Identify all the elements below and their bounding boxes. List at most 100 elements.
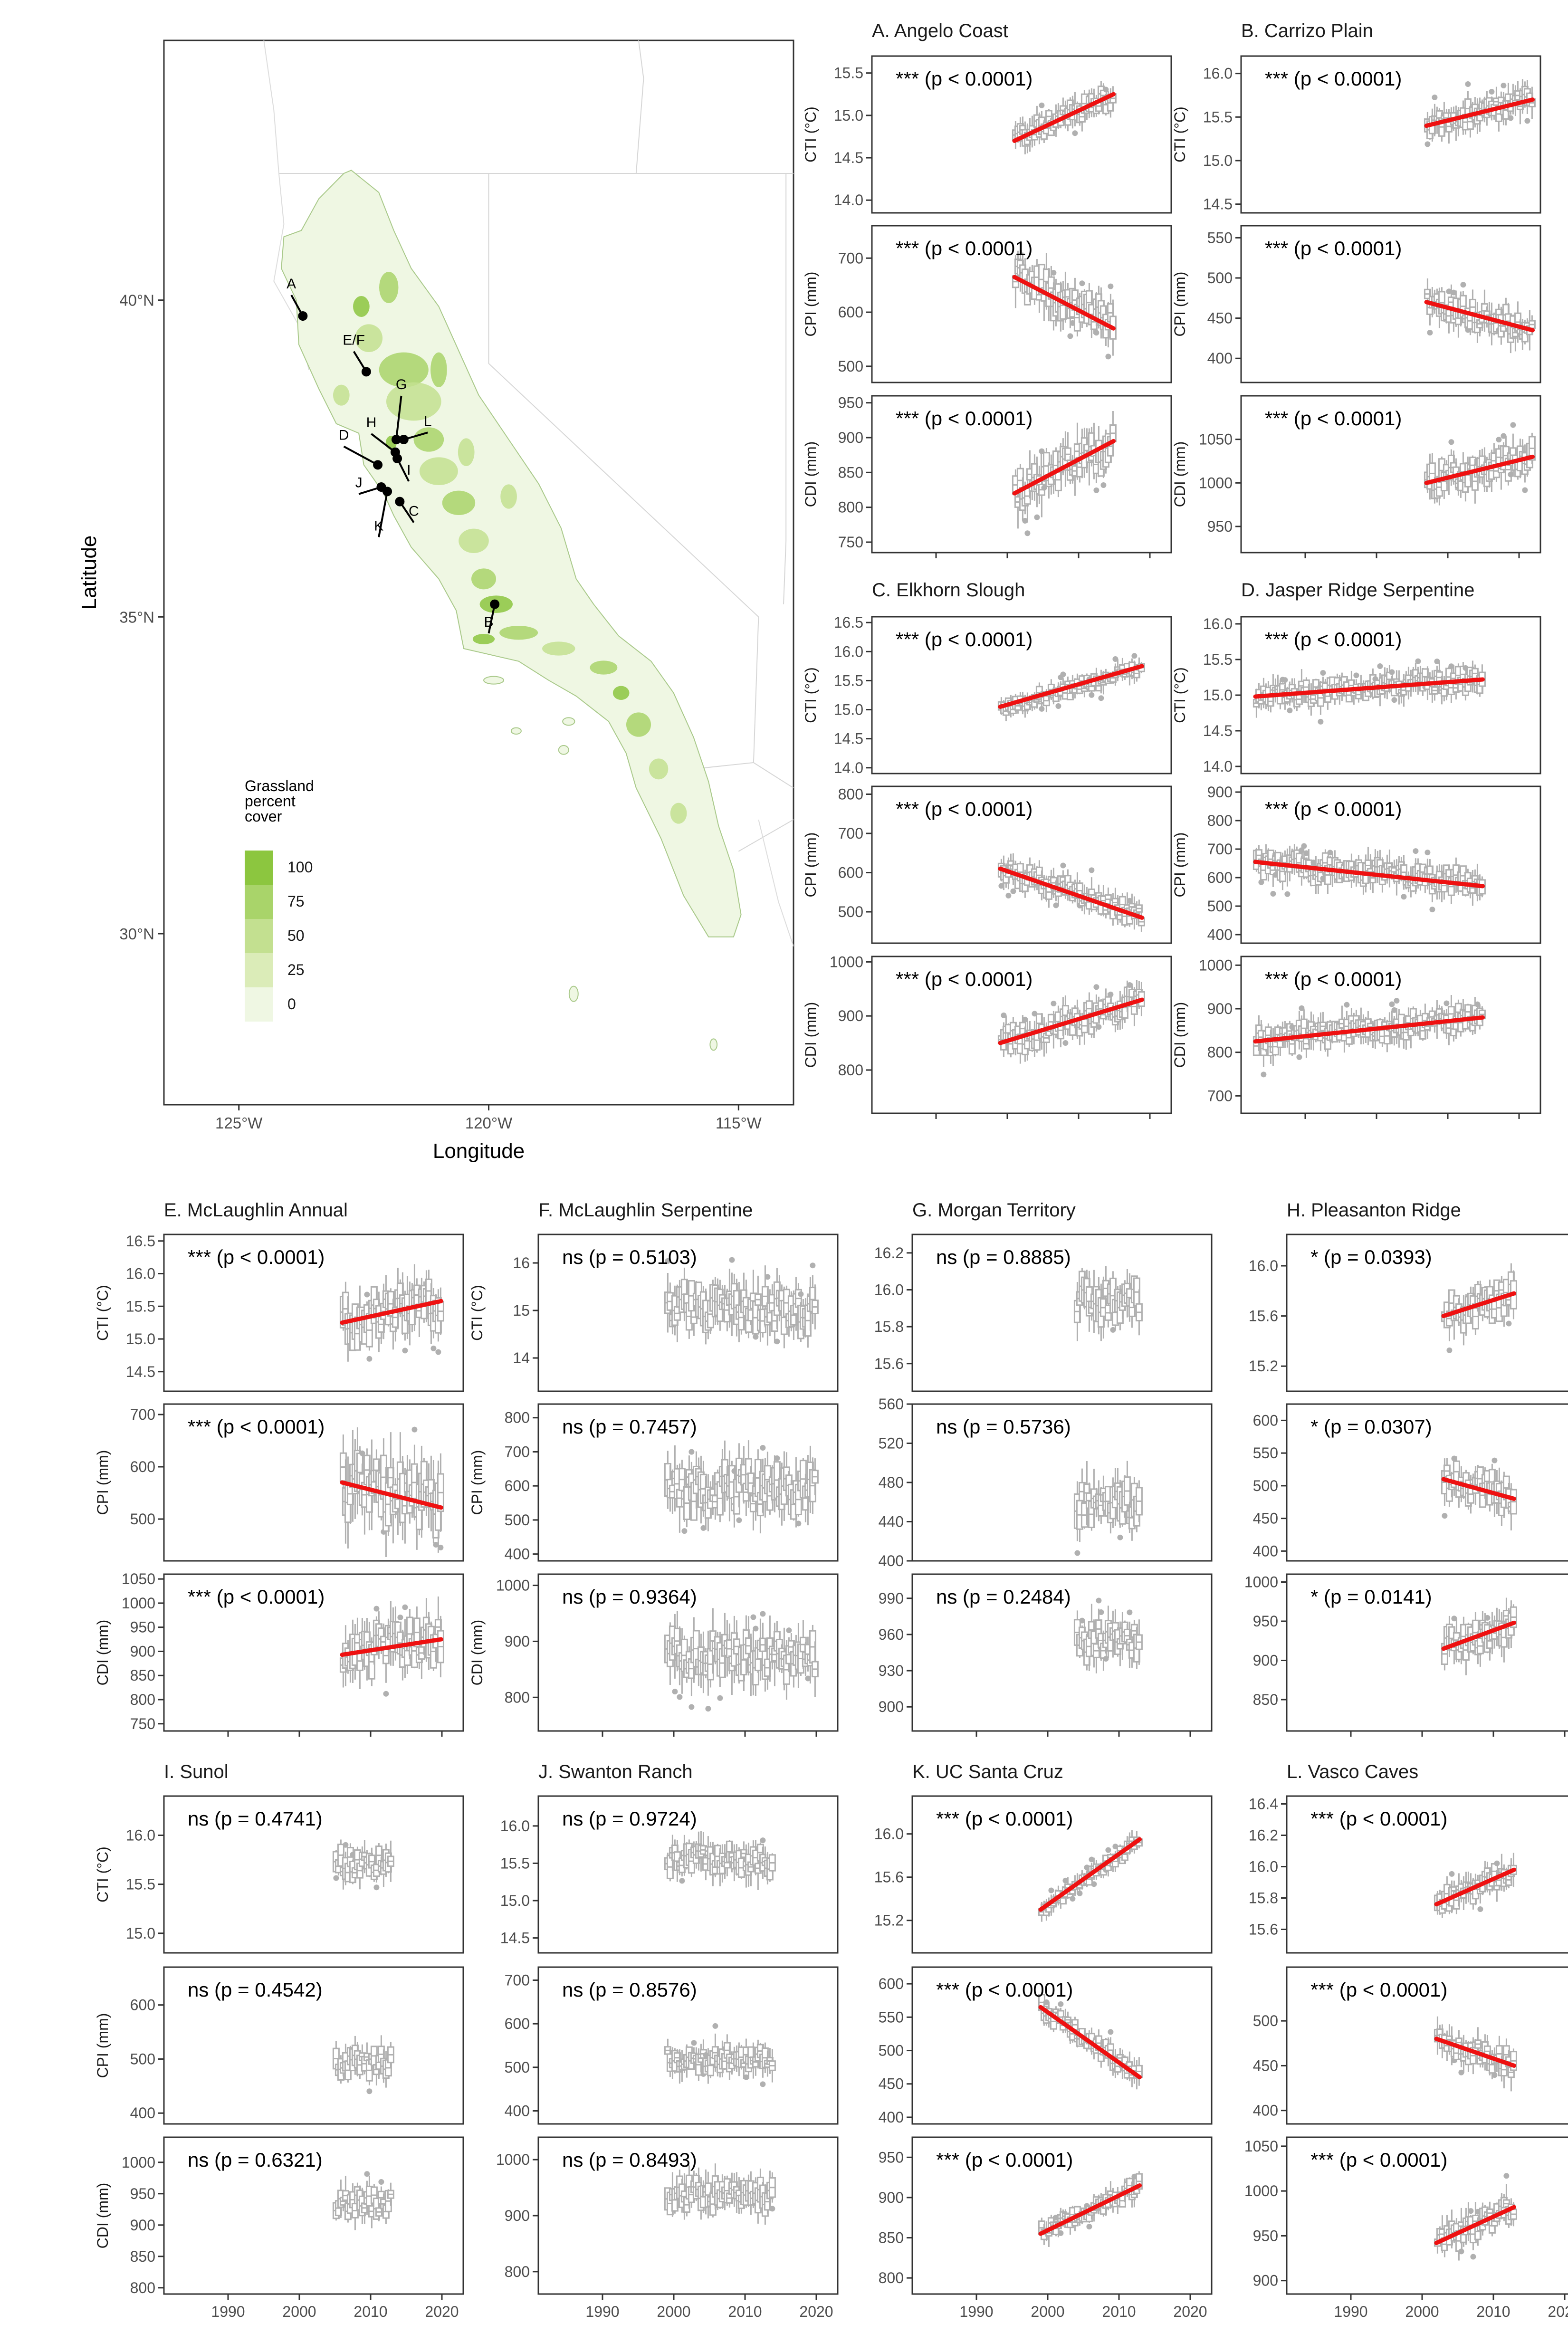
y-tick-label: 900: [505, 1633, 530, 1650]
y-tick-label: 500: [130, 1511, 155, 1528]
panel: 400 440 480 520 560 ns (p = 0.5736): [879, 1396, 1213, 1569]
y-tick-label: 16.0: [1249, 1257, 1278, 1274]
boxplot: [1059, 280, 1067, 330]
outlier-point: [1446, 288, 1452, 295]
outlier-point: [1060, 862, 1066, 869]
panel: 400 450 500 550 600 * (p = 0.0307): [1253, 1403, 1568, 1562]
outlier-point: [1005, 892, 1012, 899]
outlier-point: [1474, 1001, 1481, 1007]
y-tick-label: 700: [838, 825, 863, 842]
y-tick-label: 480: [879, 1474, 904, 1491]
significance-annotation: * (p = 0.0141): [1310, 1586, 1432, 1608]
y-tick-label: 400: [879, 2109, 904, 2126]
outlier-point: [343, 1842, 349, 1848]
grassland-patch: [413, 427, 444, 452]
y-tick-label: 990: [879, 1590, 904, 1607]
outlier-point: [1053, 902, 1059, 908]
panel: 400 450 500 550 CPI (mm) *** (p < 0.0001): [1171, 225, 1541, 383]
outlier-point: [1446, 1347, 1453, 1353]
outlier-point: [1415, 658, 1421, 664]
y-tick-label: 900: [505, 2207, 530, 2224]
grassland-patch: [612, 686, 630, 700]
outlier-point: [364, 2171, 370, 2177]
trend-line: [998, 997, 1144, 1045]
trend-line: [340, 1637, 443, 1657]
boxplot: [411, 1426, 418, 1520]
y-tick-label: 900: [1253, 2272, 1278, 2289]
outlier-point: [1093, 330, 1100, 336]
panel: 14 15 16 CTI (°C) ns (p = 0.5103): [468, 1233, 839, 1392]
y-tick-label: 800: [838, 499, 863, 516]
x-tick-label: 1990: [959, 2303, 993, 2320]
y-tick-label: 15.0: [126, 1330, 155, 1348]
y-tick-label: 14.0: [834, 759, 863, 776]
x-tick-label: 115°W: [716, 1114, 762, 1132]
outlier-point: [1089, 867, 1095, 873]
outlier-point: [1470, 2254, 1476, 2260]
outlier-point: [729, 1257, 735, 1263]
y-tick-label: 15.5: [1203, 651, 1233, 668]
y-tick-label: 1000: [122, 1595, 155, 1612]
outlier-point: [1465, 81, 1471, 87]
outlier-point: [736, 1517, 742, 1523]
panel-frame: [1286, 1573, 1568, 1732]
outlier-point: [1460, 282, 1466, 288]
outlier-point: [1287, 708, 1293, 714]
outlier-point: [753, 1334, 759, 1340]
grassland-patch: [649, 758, 669, 780]
legend-swatch: [245, 851, 273, 885]
legend-level: 50: [287, 927, 305, 944]
boxplot: [811, 1284, 819, 1329]
outlier-point: [1451, 289, 1457, 296]
y-tick-label: 14.0: [834, 191, 863, 209]
y-tick-label: 850: [879, 2229, 904, 2247]
y-tick-label: 15.6: [874, 1355, 904, 1372]
y-tick-label: 16.0: [1203, 615, 1233, 632]
significance-annotation: *** (p < 0.0001): [896, 237, 1033, 259]
y-tick-label: 450: [1253, 2057, 1278, 2074]
y-axis-label: CPI (mm): [1171, 272, 1188, 337]
legend-level: 100: [287, 859, 313, 876]
y-tick-label: 1000: [1244, 1574, 1278, 1591]
outlier-point: [1022, 517, 1028, 524]
y-tick-label: 900: [1207, 784, 1233, 801]
country-border: [753, 762, 794, 789]
y-axis-label: CDI (mm): [94, 1620, 111, 1686]
grassland-patch: [386, 382, 441, 421]
y-tick-label: 750: [130, 1715, 155, 1732]
outlier-point: [1024, 530, 1031, 536]
outlier-point: [805, 1675, 811, 1682]
boxplot: [1135, 1619, 1143, 1665]
grassland-patch: [442, 490, 476, 516]
y-tick-label: 1050: [1244, 2138, 1278, 2155]
legend-title: cover: [245, 808, 282, 825]
panel: 500 600 700 CPI (mm) *** (p < 0.0001): [802, 225, 1172, 383]
y-tick-label: 450: [1253, 1510, 1278, 1527]
y-tick-label: 15.5: [500, 1855, 530, 1872]
trend-line: [1253, 860, 1485, 889]
outlier-point: [1055, 703, 1061, 709]
site-marker: K: [374, 487, 392, 537]
y-tick-label: 450: [1207, 310, 1233, 327]
outlier-point: [1377, 663, 1383, 669]
outlier-point: [333, 1875, 339, 1881]
y-tick-label: 1000: [1199, 956, 1233, 974]
y-tick-label: 1000: [496, 2151, 530, 2168]
outlier-point: [681, 1528, 688, 1534]
y-tick-label: 800: [505, 1409, 530, 1426]
outlier-point: [1524, 118, 1530, 124]
outlier-point: [402, 1604, 408, 1610]
outlier-point: [1496, 437, 1502, 443]
panel-frame: [911, 1403, 1213, 1562]
grassland-patch: [670, 803, 687, 824]
grassland-patch: [471, 568, 497, 590]
y-tick-label: 16.0: [1249, 1858, 1278, 1875]
significance-annotation: ns (p = 0.4542): [188, 1979, 323, 2001]
site-label: L: [424, 413, 432, 429]
outlier-point: [1301, 843, 1307, 849]
y-tick-label: 500: [505, 2059, 530, 2076]
outlier-point: [1022, 1016, 1028, 1023]
outlier-point: [1079, 1617, 1085, 1624]
outlier-point: [1413, 848, 1419, 854]
